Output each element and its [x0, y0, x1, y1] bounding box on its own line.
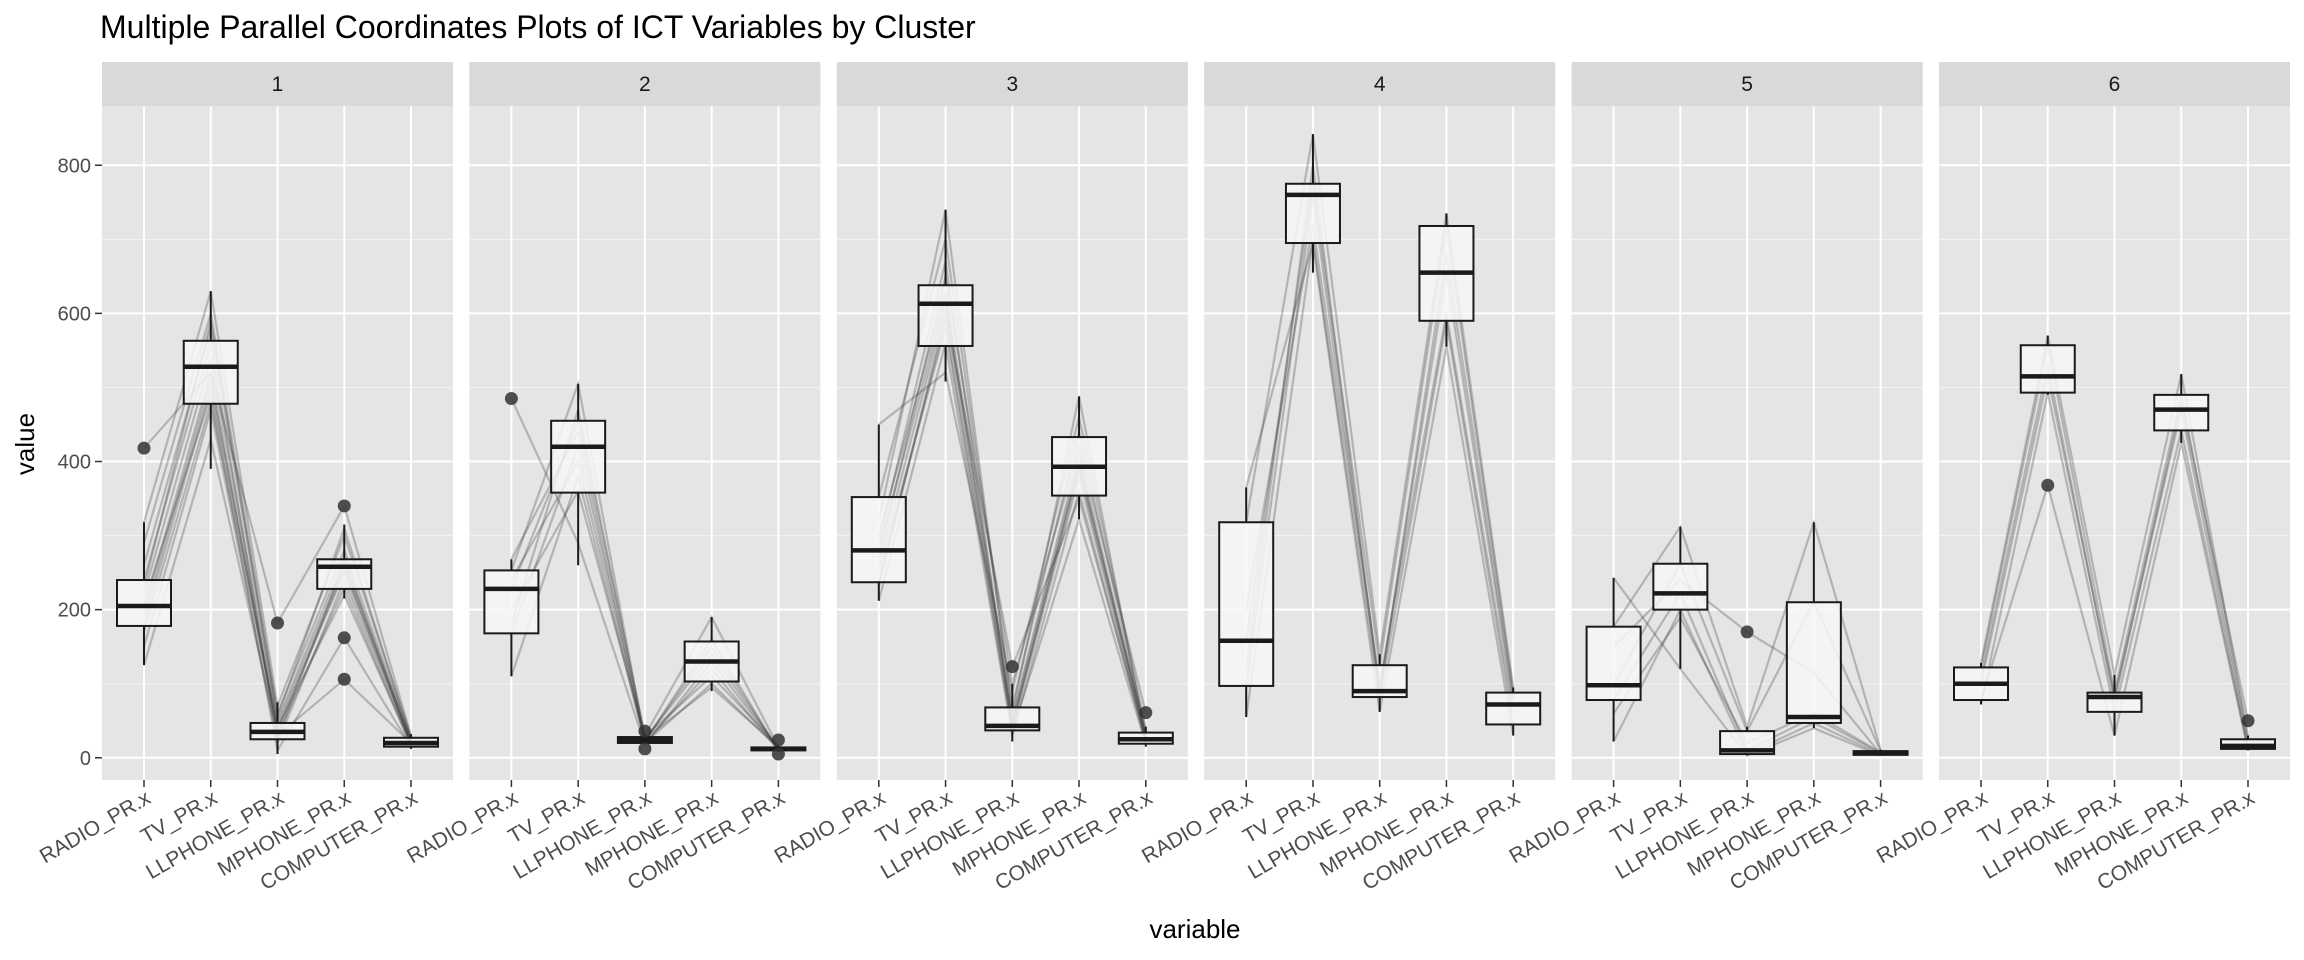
boxplot — [2086, 674, 2143, 736]
box — [550, 419, 607, 494]
outlier-point — [2041, 478, 2055, 492]
boxplot — [550, 383, 607, 566]
box — [1218, 521, 1275, 687]
boxplot — [249, 616, 306, 755]
boxplot — [984, 660, 1041, 742]
outlier-point — [638, 724, 652, 738]
boxplot — [1218, 487, 1275, 718]
box — [1485, 691, 1542, 726]
x-tick-label: RADIO_PR.x — [1873, 786, 1992, 868]
x-axis-title: variable — [1149, 914, 1240, 944]
boxplot — [316, 499, 373, 686]
parallel-line — [1245, 242, 1515, 736]
parallel-line — [877, 276, 1147, 713]
parallel-line — [1979, 335, 2250, 736]
outlier-point — [337, 499, 351, 513]
y-tick-label: 800 — [58, 155, 91, 177]
chart-title: Multiple Parallel Coordinates Plots of I… — [100, 9, 976, 45]
x-tick-label: RADIO_PR.x — [36, 786, 155, 868]
boxplot — [2019, 335, 2076, 492]
panel-1: 1RADIO_PR.xTV_PR.xLLPHONE_PR.xMPHONE_PR.… — [36, 62, 453, 895]
boxplot — [1953, 662, 2009, 705]
outlier-point — [337, 672, 351, 686]
boxplot — [683, 617, 740, 692]
box — [1585, 625, 1642, 702]
box — [2153, 393, 2210, 432]
x-tick-label: RADIO_PR.x — [403, 786, 522, 868]
panel-strip-label: 1 — [272, 73, 284, 96]
panels: 1RADIO_PR.xTV_PR.xLLPHONE_PR.xMPHONE_PR.… — [36, 62, 2290, 895]
boxplot — [383, 734, 439, 749]
panel-3: 3RADIO_PR.xTV_PR.xLLPHONE_PR.xMPHONE_PR.… — [771, 62, 1188, 895]
outlier-point — [504, 392, 518, 406]
outlier-point — [638, 742, 652, 756]
outlier-point — [271, 616, 284, 630]
boxplot — [917, 209, 974, 382]
boxplot — [1585, 577, 1642, 742]
box — [1785, 601, 1842, 724]
box — [1652, 562, 1709, 611]
outlier-point — [1005, 660, 1019, 674]
boxplot — [616, 724, 673, 756]
x-tick-label: RADIO_PR.x — [1505, 786, 1624, 868]
boxplot — [182, 291, 239, 469]
panel-6: 6RADIO_PR.xTV_PR.xLLPHONE_PR.xMPHONE_PR.… — [1873, 62, 2290, 895]
box — [917, 284, 974, 347]
panel-strip-label: 4 — [1374, 73, 1386, 96]
panel-strip-label: 5 — [1741, 73, 1753, 96]
outlier-point — [337, 631, 351, 645]
box — [850, 496, 907, 584]
boxplot — [1652, 526, 1709, 669]
boxplot — [750, 733, 807, 761]
parallel-line — [1979, 442, 2250, 751]
panel-strip — [469, 62, 821, 106]
boxplot — [1351, 654, 1408, 712]
box — [2019, 344, 2076, 394]
y-axis: 0 200 400 600 800 — [58, 155, 102, 770]
outlier-point — [1139, 706, 1153, 720]
boxplot — [116, 441, 172, 666]
boxplot — [1785, 522, 1842, 729]
panel-4: 4RADIO_PR.xTV_PR.xLLPHONE_PR.xMPHONE_PR.… — [1138, 62, 1556, 895]
outlier-point — [1740, 625, 1754, 639]
x-tick-label: RADIO_PR.x — [771, 786, 890, 868]
panel-strip — [836, 62, 1188, 106]
box — [182, 339, 239, 405]
outlier-point — [771, 747, 785, 761]
boxplot — [1719, 625, 1776, 756]
box — [316, 558, 373, 590]
boxplot — [1117, 706, 1174, 747]
y-tick-label: 400 — [58, 452, 91, 474]
outlier-point — [771, 733, 785, 747]
panel-strip — [1571, 62, 1923, 106]
parallel-line — [1612, 577, 1882, 757]
panel-5: 5RADIO_PR.xTV_PR.xLLPHONE_PR.xMPHONE_PR.… — [1505, 62, 1923, 895]
y-axis-title: value — [10, 413, 40, 475]
boxplot — [1284, 134, 1341, 273]
box — [116, 579, 172, 627]
outlier-point — [2241, 714, 2255, 728]
boxplot — [2220, 714, 2276, 751]
x-tick-label: RADIO_PR.x — [1138, 786, 1257, 868]
boxplot — [850, 424, 907, 601]
panel-strip-label: 3 — [1006, 73, 1018, 96]
outlier-point — [137, 441, 151, 455]
panel-strip — [1939, 62, 2290, 106]
y-tick-label: 0 — [80, 748, 91, 770]
boxplot — [2153, 374, 2210, 443]
panel-strip — [102, 62, 453, 106]
boxplot — [483, 392, 540, 677]
boxplot — [1485, 687, 1542, 736]
panel-strip-label: 2 — [639, 73, 651, 96]
panel-strip-label: 6 — [2109, 73, 2121, 96]
y-tick-label: 600 — [58, 303, 91, 325]
boxplot — [1051, 396, 1108, 520]
panel-strip — [1204, 62, 1556, 106]
panel-2: 2RADIO_PR.xTV_PR.xLLPHONE_PR.xMPHONE_PR.… — [403, 62, 821, 895]
boxplot — [1418, 213, 1475, 347]
y-tick-label: 200 — [58, 600, 91, 622]
box — [483, 569, 540, 635]
boxplot — [1852, 749, 1909, 756]
